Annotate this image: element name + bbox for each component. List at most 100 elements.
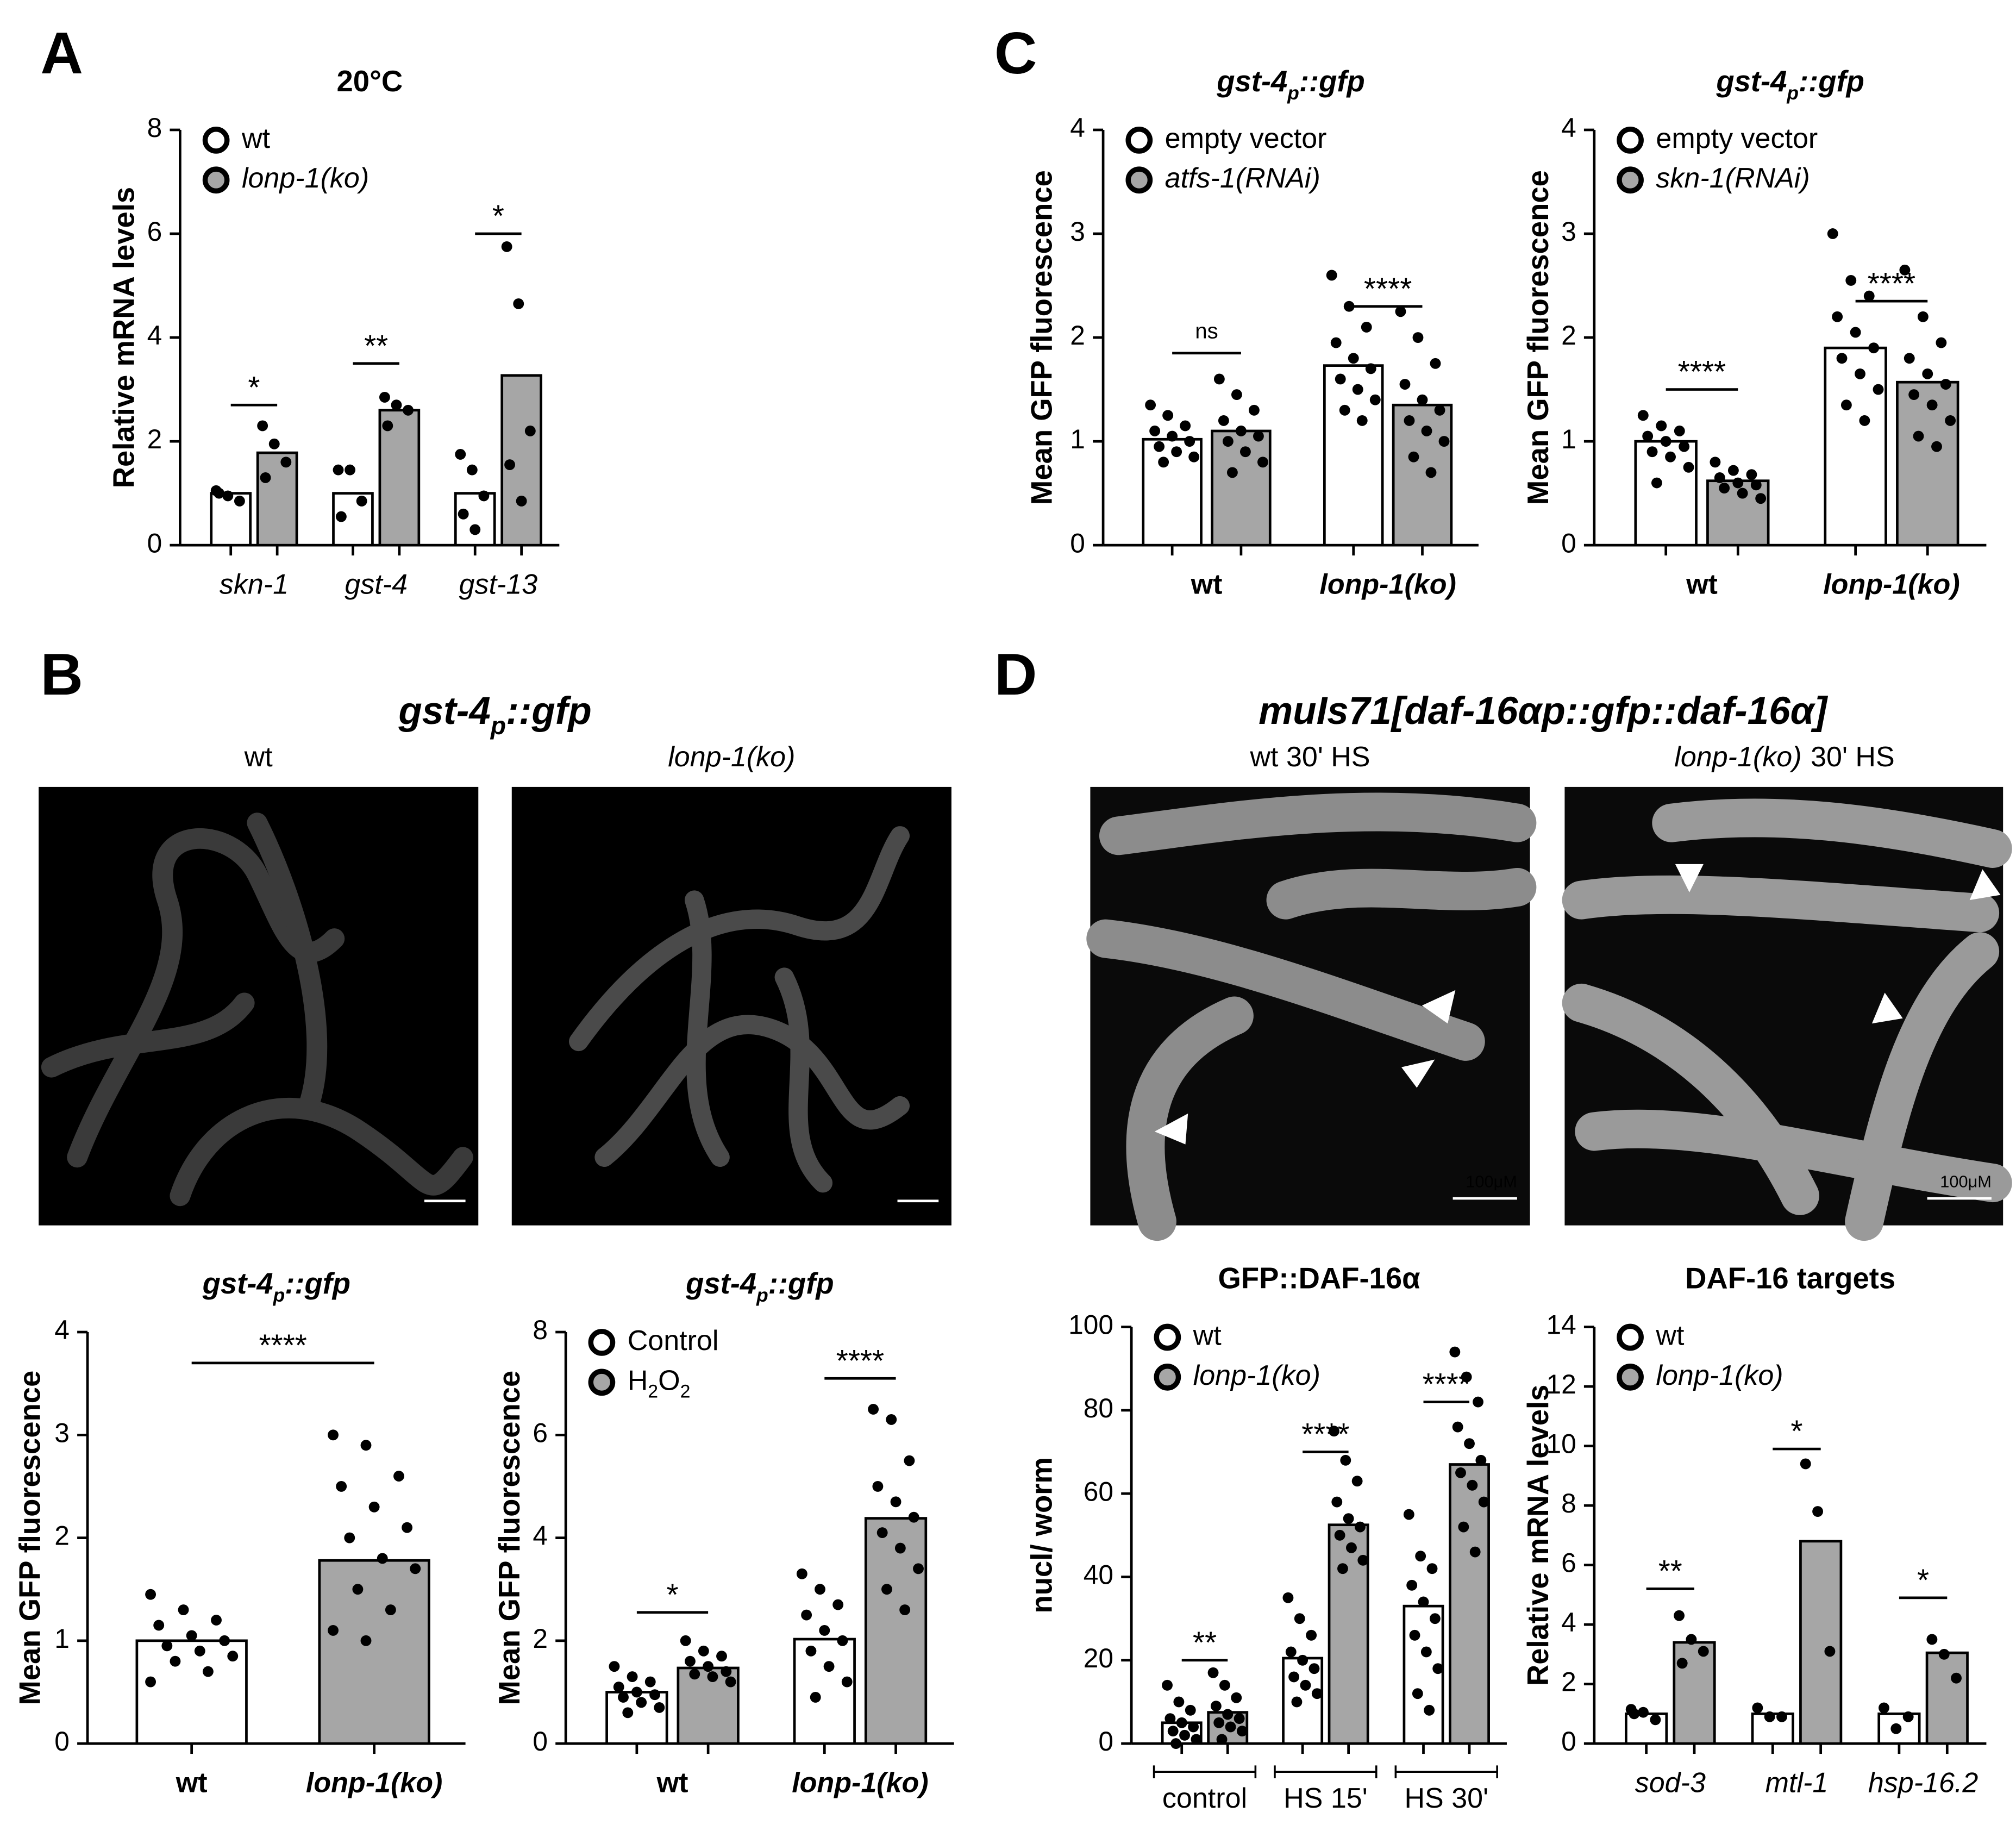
data-point [1417, 394, 1428, 405]
scale-bar-label: 100 μm [901, 1208, 935, 1219]
data-point [1665, 451, 1676, 463]
y-tick-label: 4 [1070, 113, 1085, 143]
bar [1824, 346, 1887, 547]
legend-marker [202, 127, 230, 154]
x-tick-label: lonp-1(ko) [1823, 569, 1959, 601]
data-point [636, 1697, 647, 1708]
text-part: H [628, 1365, 648, 1396]
panel-letter: D [994, 641, 1037, 708]
y-axis-label: Relative mRNA levels [107, 187, 140, 488]
data-point [1478, 1496, 1489, 1508]
data-point [1406, 1579, 1418, 1591]
data-point [1750, 479, 1762, 491]
significance-label: **** [1364, 272, 1412, 306]
y-tick-label: 0 [1561, 1726, 1576, 1757]
data-point [680, 1635, 691, 1646]
data-point [721, 1666, 732, 1677]
significance-label: **** [259, 1328, 306, 1363]
data-point [1337, 1563, 1348, 1574]
data-point [1432, 1663, 1444, 1674]
data-point [899, 1604, 911, 1616]
panel-letter: B [40, 641, 83, 708]
data-point [1764, 1711, 1775, 1722]
data-point [1732, 477, 1744, 489]
y-tick-label: 20 [1084, 1643, 1113, 1673]
scale-bar-label: 100 μm [428, 1208, 462, 1219]
data-point [1339, 404, 1350, 416]
y-tick-label: 6 [147, 216, 162, 247]
category-bracket [1274, 1765, 1378, 1778]
data-point [1938, 1648, 1950, 1660]
data-point [1827, 228, 1838, 239]
y-axis-label: Mean GFP fluorescence [1522, 170, 1555, 505]
data-point [1403, 1509, 1414, 1520]
data-point [1425, 467, 1437, 478]
y-tick-label: 60 [1084, 1476, 1113, 1507]
bar [1896, 380, 1959, 547]
text-part: lonp-1(ko) [1193, 1360, 1320, 1391]
y-tick-label: 2 [1561, 1667, 1576, 1697]
data-point [403, 404, 414, 416]
data-point [1167, 1726, 1179, 1737]
significance-label: **** [836, 1344, 884, 1378]
bar [864, 1517, 928, 1745]
text-part: GFP::DAF-16α [1218, 1262, 1420, 1295]
data-point [379, 391, 390, 403]
data-point [1216, 1734, 1228, 1745]
y-tick-label: 4 [533, 1521, 548, 1551]
data-point [524, 426, 536, 436]
data-point [1660, 436, 1671, 447]
data-point [1164, 1713, 1176, 1724]
legend-marker [1617, 127, 1644, 154]
significance-label: **** [1678, 355, 1726, 389]
chart-title: gst-4p::gfp [1716, 65, 1864, 103]
data-point [1850, 327, 1861, 338]
legend-marker [1154, 1364, 1181, 1391]
data-point [1222, 436, 1234, 447]
data-point [1426, 1563, 1438, 1574]
text-part: gst-4 [1216, 65, 1287, 98]
data-point [1225, 1721, 1236, 1733]
x-tick-label: skn-1 [220, 569, 289, 601]
data-point [886, 1414, 897, 1425]
data-point [280, 457, 292, 468]
data-point [644, 1676, 656, 1688]
y-tick-label: 8 [147, 113, 162, 143]
text-part: ::gfp [1299, 65, 1365, 98]
legend-label: skn-1(RNAi) [1656, 163, 1810, 194]
data-point [328, 1429, 339, 1441]
data-point [145, 1676, 156, 1688]
data-point [627, 1671, 638, 1683]
data-point [1902, 1711, 1914, 1722]
data-point [1149, 426, 1161, 436]
data-point [801, 1609, 812, 1621]
legend-label: lonp-1(ko) [242, 163, 369, 194]
bar [318, 1559, 430, 1745]
data-point [227, 1651, 239, 1662]
data-point [382, 420, 393, 432]
data-point [1873, 384, 1884, 395]
data-point [1418, 1596, 1429, 1608]
chart-title: gst-4p::gfp [202, 1267, 350, 1305]
x-tick-label: lonp-1(ko) [306, 1767, 442, 1799]
x-tick-label: sod-3 [1635, 1767, 1706, 1799]
data-point [377, 1553, 388, 1564]
legend-marker [588, 1329, 616, 1356]
data-point [469, 524, 481, 535]
significance-label: * [248, 371, 260, 405]
data-point [1642, 430, 1654, 442]
data-point [1646, 446, 1658, 458]
bar [378, 409, 421, 547]
data-point [1282, 1592, 1294, 1603]
significance-label: * [1917, 1563, 1929, 1597]
data-point [1171, 446, 1182, 458]
data-point [1904, 353, 1915, 364]
chart-title: gst-4p::gfp [1216, 65, 1364, 103]
data-point [1855, 368, 1865, 379]
data-point [328, 1624, 339, 1636]
data-point [1412, 332, 1424, 343]
data-point [685, 1655, 696, 1667]
y-tick-label: 0 [147, 528, 162, 558]
legend-marker [1617, 1364, 1644, 1391]
